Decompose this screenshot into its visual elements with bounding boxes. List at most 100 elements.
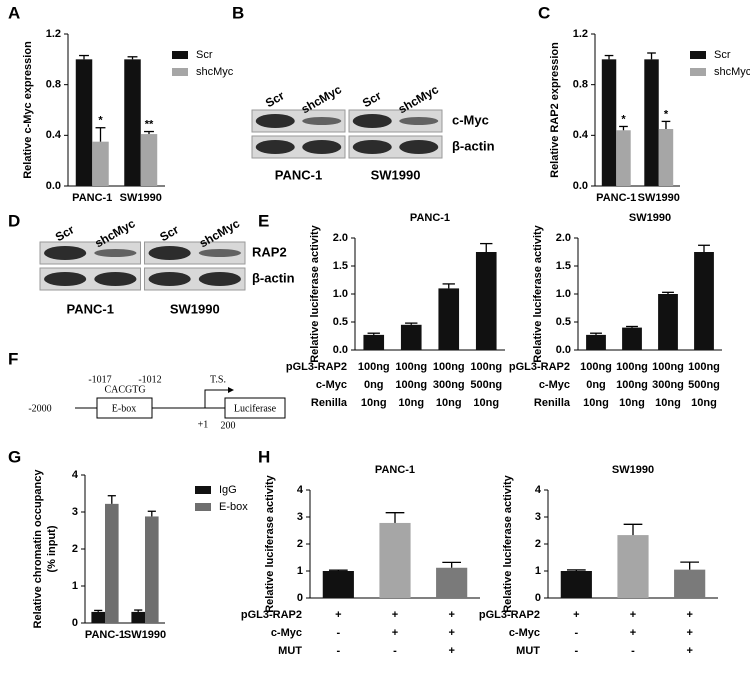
x-tick-label: SW1990 <box>124 629 166 641</box>
y-tick-label: 0.0 <box>333 344 348 356</box>
table-cell: - <box>336 627 340 639</box>
chart-panel: 0.0 0.5 1.0 1.5 2.0 Relative luciferase activ… <box>286 212 505 409</box>
bar <box>131 611 145 623</box>
bar <box>616 130 631 186</box>
bar <box>91 611 105 623</box>
y-tick-label: 0.8 <box>46 79 61 91</box>
panel-label: G <box>8 447 21 466</box>
table-row-label: pGL3-RAP2 <box>509 361 570 373</box>
table-cell: + <box>686 609 692 621</box>
diagram-label: 200 <box>221 420 236 431</box>
blot-band <box>399 117 439 125</box>
table-cell: 100ng <box>470 361 502 373</box>
table-cell: 100ng <box>616 361 648 373</box>
blot-band <box>255 114 295 128</box>
bar <box>145 516 159 623</box>
y-tick-label: 0 <box>72 617 78 629</box>
table-row-label: pGL3-RAP2 <box>479 609 540 621</box>
y-tick-label: 0.4 <box>573 129 589 141</box>
diagram-label: CACGTG <box>104 384 145 395</box>
y-tick-label: 4 <box>72 469 79 481</box>
y-tick-label: 1.5 <box>556 260 571 272</box>
bar <box>475 252 497 350</box>
table-cell: 100ng <box>688 361 720 373</box>
group-label: SW1990 <box>170 301 220 316</box>
table-cell: 500ng <box>688 379 720 391</box>
x-tick-label: SW1990 <box>638 192 680 204</box>
blot-band <box>255 140 295 154</box>
panel-label: E <box>258 211 269 230</box>
table-row-label: c-Myc <box>509 627 540 639</box>
group-label: SW1990 <box>371 167 421 182</box>
x-tick-label: SW1990 <box>120 192 162 204</box>
bar <box>92 141 109 186</box>
legend-swatch <box>172 68 188 76</box>
bar <box>400 324 422 350</box>
bar <box>140 134 158 186</box>
y-tick-label: 1.0 <box>333 288 348 300</box>
blot-band <box>148 272 191 286</box>
panel-label: A <box>8 3 20 22</box>
group-label: PANC-1 <box>67 301 114 316</box>
chart-panel: 0 1 2 3 4 Relative luciferase activity SW1990 p… <box>479 464 718 657</box>
tss-arrow <box>204 389 228 408</box>
significance: * <box>664 108 669 120</box>
diagram-label: T.S. <box>210 374 226 385</box>
legend-swatch <box>172 51 188 59</box>
table-row-label: pGL3-RAP2 <box>241 609 302 621</box>
y-tick-label: 3 <box>297 511 303 523</box>
y-tick-label: 0.0 <box>556 344 571 356</box>
legend-label: Scr <box>714 49 731 61</box>
legend-swatch <box>690 51 706 59</box>
chart-panel: 0 1 2 3 4 Relative luciferase activity PANC-1 p… <box>241 464 480 657</box>
y-tick-label: 1.2 <box>46 28 61 40</box>
bar <box>674 569 706 598</box>
bar <box>124 59 141 187</box>
blot-band <box>44 272 87 286</box>
panel-label: C <box>538 3 550 22</box>
table-row-label: Renilla <box>311 397 348 409</box>
table-cell: - <box>336 645 340 657</box>
bar <box>617 535 649 598</box>
table-row-label: c-Myc <box>539 379 570 391</box>
table-cell: + <box>573 609 579 621</box>
table-cell: 10ng <box>583 397 609 409</box>
blot-band <box>352 140 392 154</box>
y-tick-label: 2.0 <box>556 232 571 244</box>
y-tick-label: 3 <box>72 506 78 518</box>
table-cell: + <box>686 627 692 639</box>
table-cell: 300ng <box>433 379 465 391</box>
x-tick-label: PANC-1 <box>85 629 125 641</box>
bar <box>75 59 93 187</box>
table-cell: 100ng <box>580 361 612 373</box>
ebox-box <box>96 397 153 419</box>
y-tick-label: 0.0 <box>46 180 61 192</box>
panel-label: B <box>232 3 244 22</box>
table-cell: + <box>448 609 454 621</box>
diagram-label: -2000 <box>28 403 51 414</box>
table-cell: 10ng <box>691 397 717 409</box>
band-label: RAP2 <box>252 244 287 259</box>
y-tick-label: 4 <box>297 484 304 496</box>
bar <box>105 503 119 623</box>
y-axis-label: Relative luciferase activity <box>532 224 544 362</box>
y-tick-label: 1.5 <box>333 260 348 272</box>
table-cell: 100ng <box>358 361 390 373</box>
y-axis-label: Relative luciferase activity <box>309 224 321 362</box>
y-tick-label: 3 <box>535 511 541 523</box>
y-tick-label: 0 <box>297 592 303 604</box>
table-cell: + <box>686 645 692 657</box>
chart-title: SW1990 <box>612 464 654 476</box>
lane-label: Scr <box>53 222 77 244</box>
lane-label: Scr <box>263 88 287 110</box>
y-axis-label: Relative luciferase activity <box>264 474 276 612</box>
significance: * <box>98 115 103 127</box>
chart-panel: 0.0 0.4 0.8 1.2 Relative RAP2 expression PANC… <box>549 28 750 204</box>
y-tick-label: 1.2 <box>573 28 588 40</box>
legend-swatch <box>195 486 211 494</box>
table-cell: 100ng <box>395 379 427 391</box>
blot-band <box>302 140 342 154</box>
blot-band <box>198 272 241 286</box>
